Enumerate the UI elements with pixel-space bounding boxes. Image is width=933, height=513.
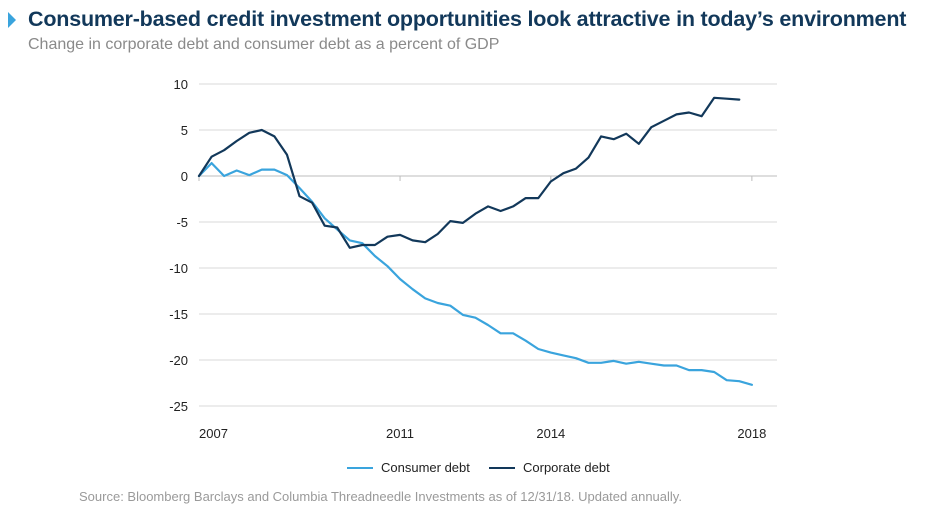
y-tick-label: -10 — [169, 261, 188, 276]
y-tick-label: -25 — [169, 399, 188, 414]
title-marker-icon — [8, 12, 16, 28]
y-tick-label: -20 — [169, 353, 188, 368]
legend-swatch-consumer — [347, 466, 373, 469]
chart-subtitle: Change in corporate debt and consumer de… — [28, 36, 500, 53]
chart-legend: Consumer debt Corporate debt — [0, 460, 933, 480]
y-tick-label: 10 — [174, 77, 188, 92]
legend-label-corporate: Corporate debt — [523, 460, 610, 475]
legend-item-consumer-debt: Consumer debt — [347, 460, 470, 475]
source-note: Source: Bloomberg Barclays and Columbia … — [79, 489, 682, 504]
x-tick-label: 2007 — [199, 426, 228, 441]
line-chart: 10 5 0 -5 -10 -15 -20 -25 2007 2011 2014 2018 — [169, 77, 777, 441]
y-tick-label: -5 — [176, 215, 188, 230]
legend-label-consumer: Consumer debt — [381, 460, 470, 475]
chart-title: Consumer-based credit investment opportu… — [28, 7, 907, 31]
x-tick-label: 2014 — [536, 426, 565, 441]
chart-header: Consumer-based credit investment opportu… — [0, 0, 933, 62]
corporate-debt-line — [197, 96, 741, 249]
x-tick-label: 2011 — [386, 426, 414, 441]
y-tick-label: 5 — [181, 123, 188, 138]
y-tick-label: 0 — [181, 169, 188, 184]
legend-item-corporate-debt: Corporate debt — [489, 460, 610, 475]
legend-swatch-corporate — [489, 466, 515, 469]
x-tick-label: 2018 — [737, 426, 766, 441]
consumer-debt-line — [197, 162, 753, 386]
y-tick-label: -15 — [169, 307, 188, 322]
